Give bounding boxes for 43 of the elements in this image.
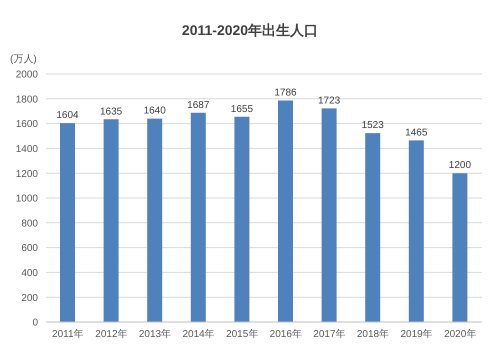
bar <box>322 108 337 322</box>
chart-title: 2011-2020年出生人口 <box>180 22 320 40</box>
y-tick-label: 1200 <box>16 168 38 180</box>
y-tick-label: 200 <box>21 292 38 304</box>
data-label: 1465 <box>405 127 428 138</box>
bar <box>278 100 293 322</box>
data-label: 1655 <box>230 104 254 115</box>
x-tick-label: 2016年 <box>270 328 302 340</box>
y-tick-label: 2000 <box>16 70 38 81</box>
bar <box>104 119 119 322</box>
x-tick-label: 2017年 <box>313 328 346 340</box>
x-tick-label: 2011年 <box>52 328 84 340</box>
x-tick-label: 2012年 <box>95 328 128 340</box>
bar <box>190 112 206 322</box>
data-label: 1723 <box>318 95 341 106</box>
data-label: 1786 <box>274 88 298 99</box>
bar <box>408 140 424 322</box>
x-tick-label: 2014年 <box>182 328 215 340</box>
data-label: 1523 <box>362 120 384 132</box>
y-tick-label: 1400 <box>16 144 38 155</box>
data-label: 1687 <box>187 100 210 111</box>
bar <box>234 116 250 322</box>
x-tick-label: 2015年 <box>226 328 258 340</box>
data-label: 1200 <box>448 160 472 172</box>
x-tick-label: 2020年 <box>444 328 476 340</box>
data-label: 1635 <box>100 106 123 118</box>
bar <box>147 118 162 322</box>
bar <box>60 123 75 322</box>
y-tick-label: 1800 <box>16 94 38 106</box>
y-tick-label: 1000 <box>16 194 38 205</box>
x-tick-label: 2013年 <box>138 328 172 340</box>
y-tick-label: 1600 <box>16 119 38 130</box>
y-tick-label: 800 <box>21 218 38 230</box>
data-label: 1604 <box>56 110 80 122</box>
y-tick-label: 400 <box>21 268 38 279</box>
x-tick-label: 2019年 <box>400 328 433 340</box>
y-tick-label: 0 <box>32 318 38 329</box>
x-tick-label: 2018年 <box>356 328 390 340</box>
bar <box>452 173 468 322</box>
y-axis-title: (万人) <box>10 53 37 66</box>
bar <box>365 133 380 322</box>
data-label: 1640 <box>144 106 166 117</box>
y-tick-label: 600 <box>21 243 38 254</box>
